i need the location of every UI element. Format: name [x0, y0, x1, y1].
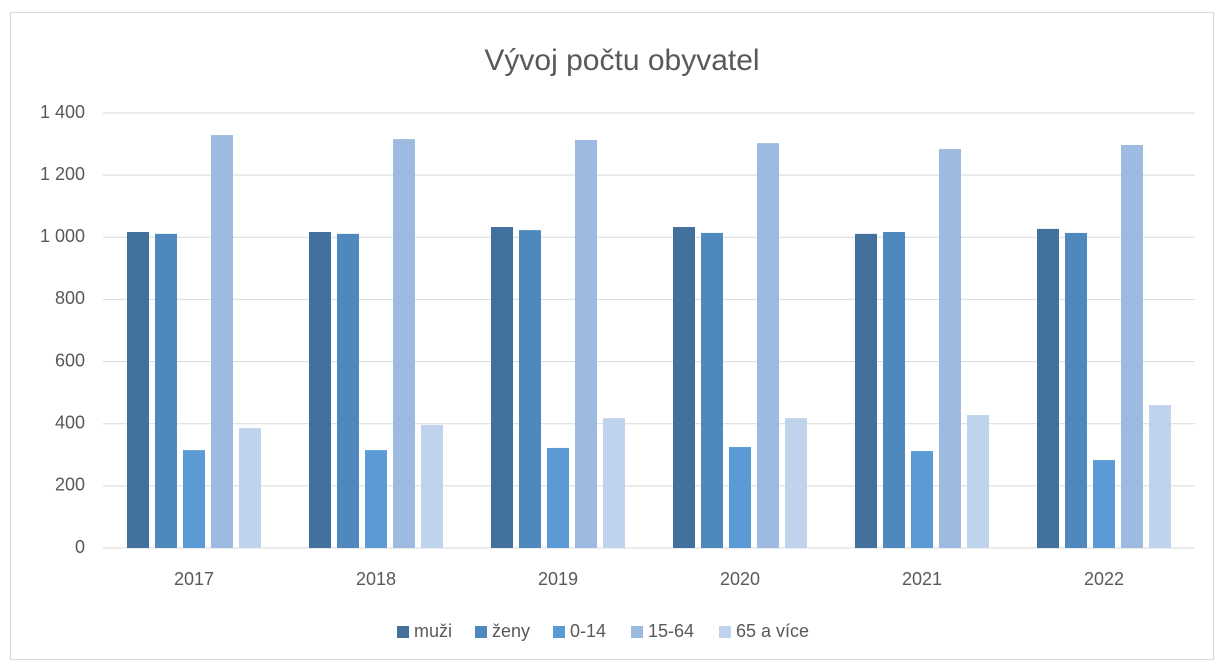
x-tick-label: 2021: [902, 569, 942, 589]
legend-label: 15-64: [648, 621, 694, 641]
y-tick-label: 800: [55, 288, 85, 308]
legend-label: ženy: [492, 621, 530, 641]
chart-border: [10, 12, 1214, 660]
x-tick-label: 2020: [720, 569, 760, 589]
legend-label: muži: [414, 621, 452, 641]
y-tick-label: 0: [75, 537, 85, 557]
legend-label: 65 a více: [736, 621, 809, 641]
legend-label: 0-14: [570, 621, 606, 641]
bar: [1093, 460, 1115, 548]
bar: [911, 451, 933, 548]
y-tick-label: 1 200: [40, 164, 85, 184]
bar: [575, 140, 597, 548]
legend-swatch: [475, 626, 487, 638]
y-tick-label: 200: [55, 475, 85, 495]
bar: [519, 230, 541, 548]
bar: [673, 227, 695, 548]
bar: [337, 233, 359, 548]
legend-swatch: [631, 626, 643, 638]
bar: [547, 447, 569, 548]
legend-swatch: [397, 626, 409, 638]
bar: [393, 139, 415, 548]
bar: [491, 227, 513, 548]
legend-swatch: [553, 626, 565, 638]
bar: [1037, 228, 1059, 548]
bar: [239, 428, 261, 548]
bar: [757, 143, 779, 548]
legend-swatch: [719, 626, 731, 638]
bar: [127, 232, 149, 548]
bar: [309, 232, 331, 548]
bar: [701, 232, 723, 548]
bar: [211, 135, 233, 548]
bar: [155, 233, 177, 548]
bar: [603, 418, 625, 548]
bar: [1121, 145, 1143, 548]
chart-title: Vývoj počtu obyvatel: [484, 44, 759, 77]
bar: [729, 447, 751, 548]
y-tick-label: 1 000: [40, 226, 85, 246]
bar: [183, 450, 205, 548]
bar: [967, 415, 989, 548]
bar: [883, 232, 905, 548]
bar: [1065, 232, 1087, 548]
bar: [365, 450, 387, 548]
x-tick-label: 2019: [538, 569, 578, 589]
bar: [855, 233, 877, 548]
bar: [1149, 405, 1171, 548]
y-tick-label: 600: [55, 350, 85, 370]
x-tick-label: 2017: [174, 569, 214, 589]
x-tick-label: 2018: [356, 569, 396, 589]
y-tick-label: 400: [55, 412, 85, 432]
bar: [939, 149, 961, 549]
x-tick-label: 2022: [1084, 569, 1124, 589]
y-tick-label: 1 400: [40, 102, 85, 122]
bar: [421, 424, 443, 548]
bar: [785, 418, 807, 548]
